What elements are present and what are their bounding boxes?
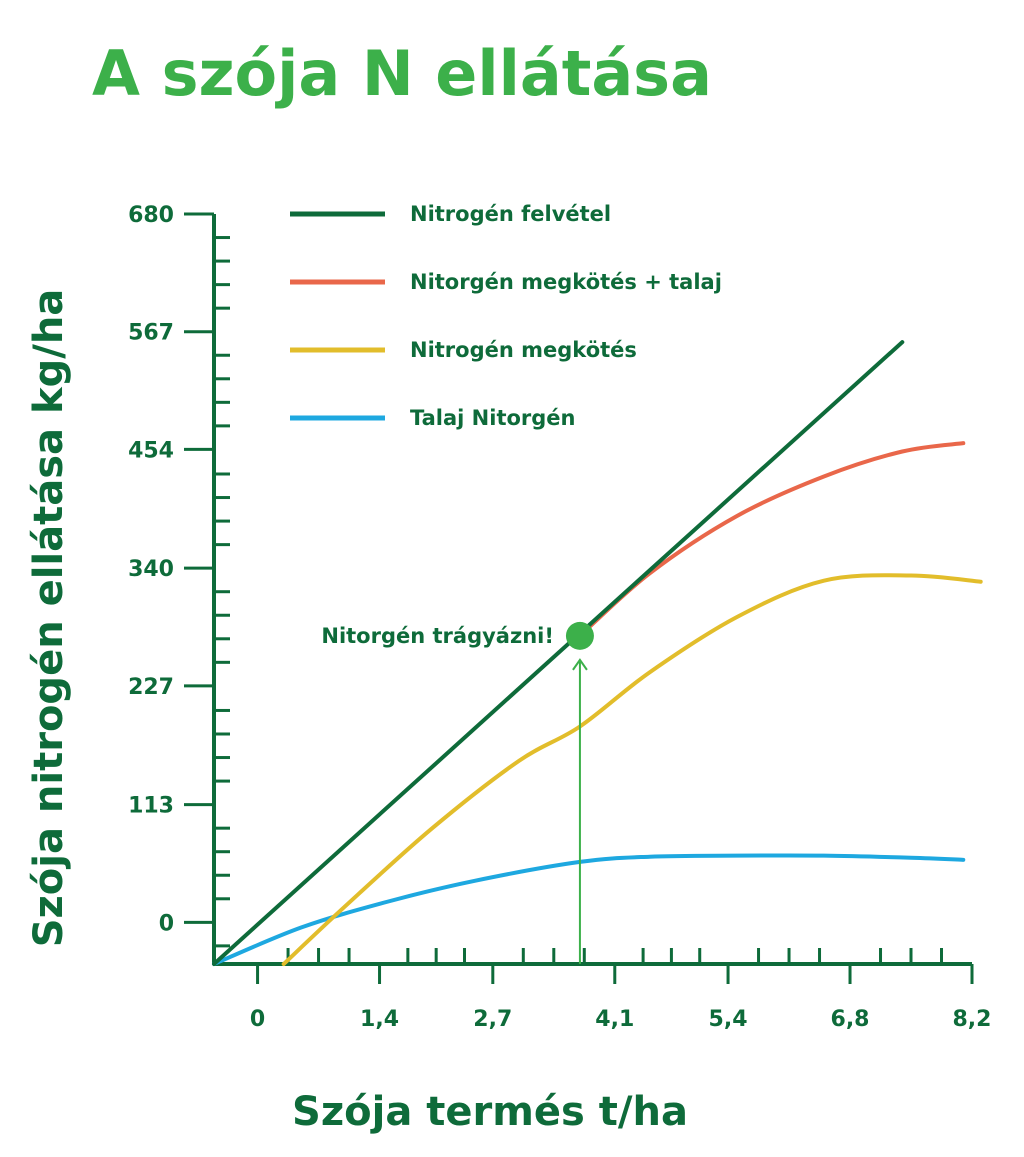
y-tick-label: 454 [128,438,174,463]
annotation-arrow-head [572,658,588,671]
axes [212,214,972,966]
x-tick-label: 0 [250,1007,265,1032]
legend-label-1: Nitorgén megkötés + talaj [410,270,722,294]
series-line-1 [577,441,966,638]
series-line-3 [212,853,966,966]
legend-label-2: Nitrogén megkötés [410,338,637,362]
legend-label-0: Nitrogén felvétel [410,202,611,226]
annotation: Nitorgén trágyázni! [321,621,594,964]
x-axis-label: Szója termés t/ha [292,1089,688,1135]
x-tick-label: 6,8 [831,1007,870,1032]
chart-title: A szója N ellátása [92,37,712,110]
x-tick-label: 5,4 [709,1007,748,1032]
legend: Nitrogén felvétel Nitorgén megkötés + tal… [290,202,722,430]
y-tick-label: 680 [128,203,174,228]
x-tick-label: 8,2 [953,1007,992,1032]
annotation-dot [565,621,594,650]
annotation-label: Nitorgén trágyázni! [321,624,554,648]
x-tick-label: 1,4 [360,1007,399,1032]
legend-label-3: Talaj Nitorgén [410,406,576,430]
x-tick-label: 2,7 [473,1007,512,1032]
y-axis-label: Szója nitrogén ellátása kg/ha [26,289,72,948]
x-tick-label: 4,1 [595,1007,634,1032]
series-lines [212,340,983,966]
series-line-0 [212,340,905,966]
y-ticks: 0 113 227 340 454 567 680 [128,203,230,948]
y-tick-label: 113 [128,794,174,819]
series-line-2 [281,573,983,966]
y-tick-label: 567 [128,321,174,346]
x-ticks: 0 1,4 2,7 4,1 5,4 6,8 8,2 [250,948,992,1032]
y-tick-label: 227 [128,675,174,700]
y-tick-label: 340 [128,557,174,582]
y-tick-label: 0 [159,911,174,936]
